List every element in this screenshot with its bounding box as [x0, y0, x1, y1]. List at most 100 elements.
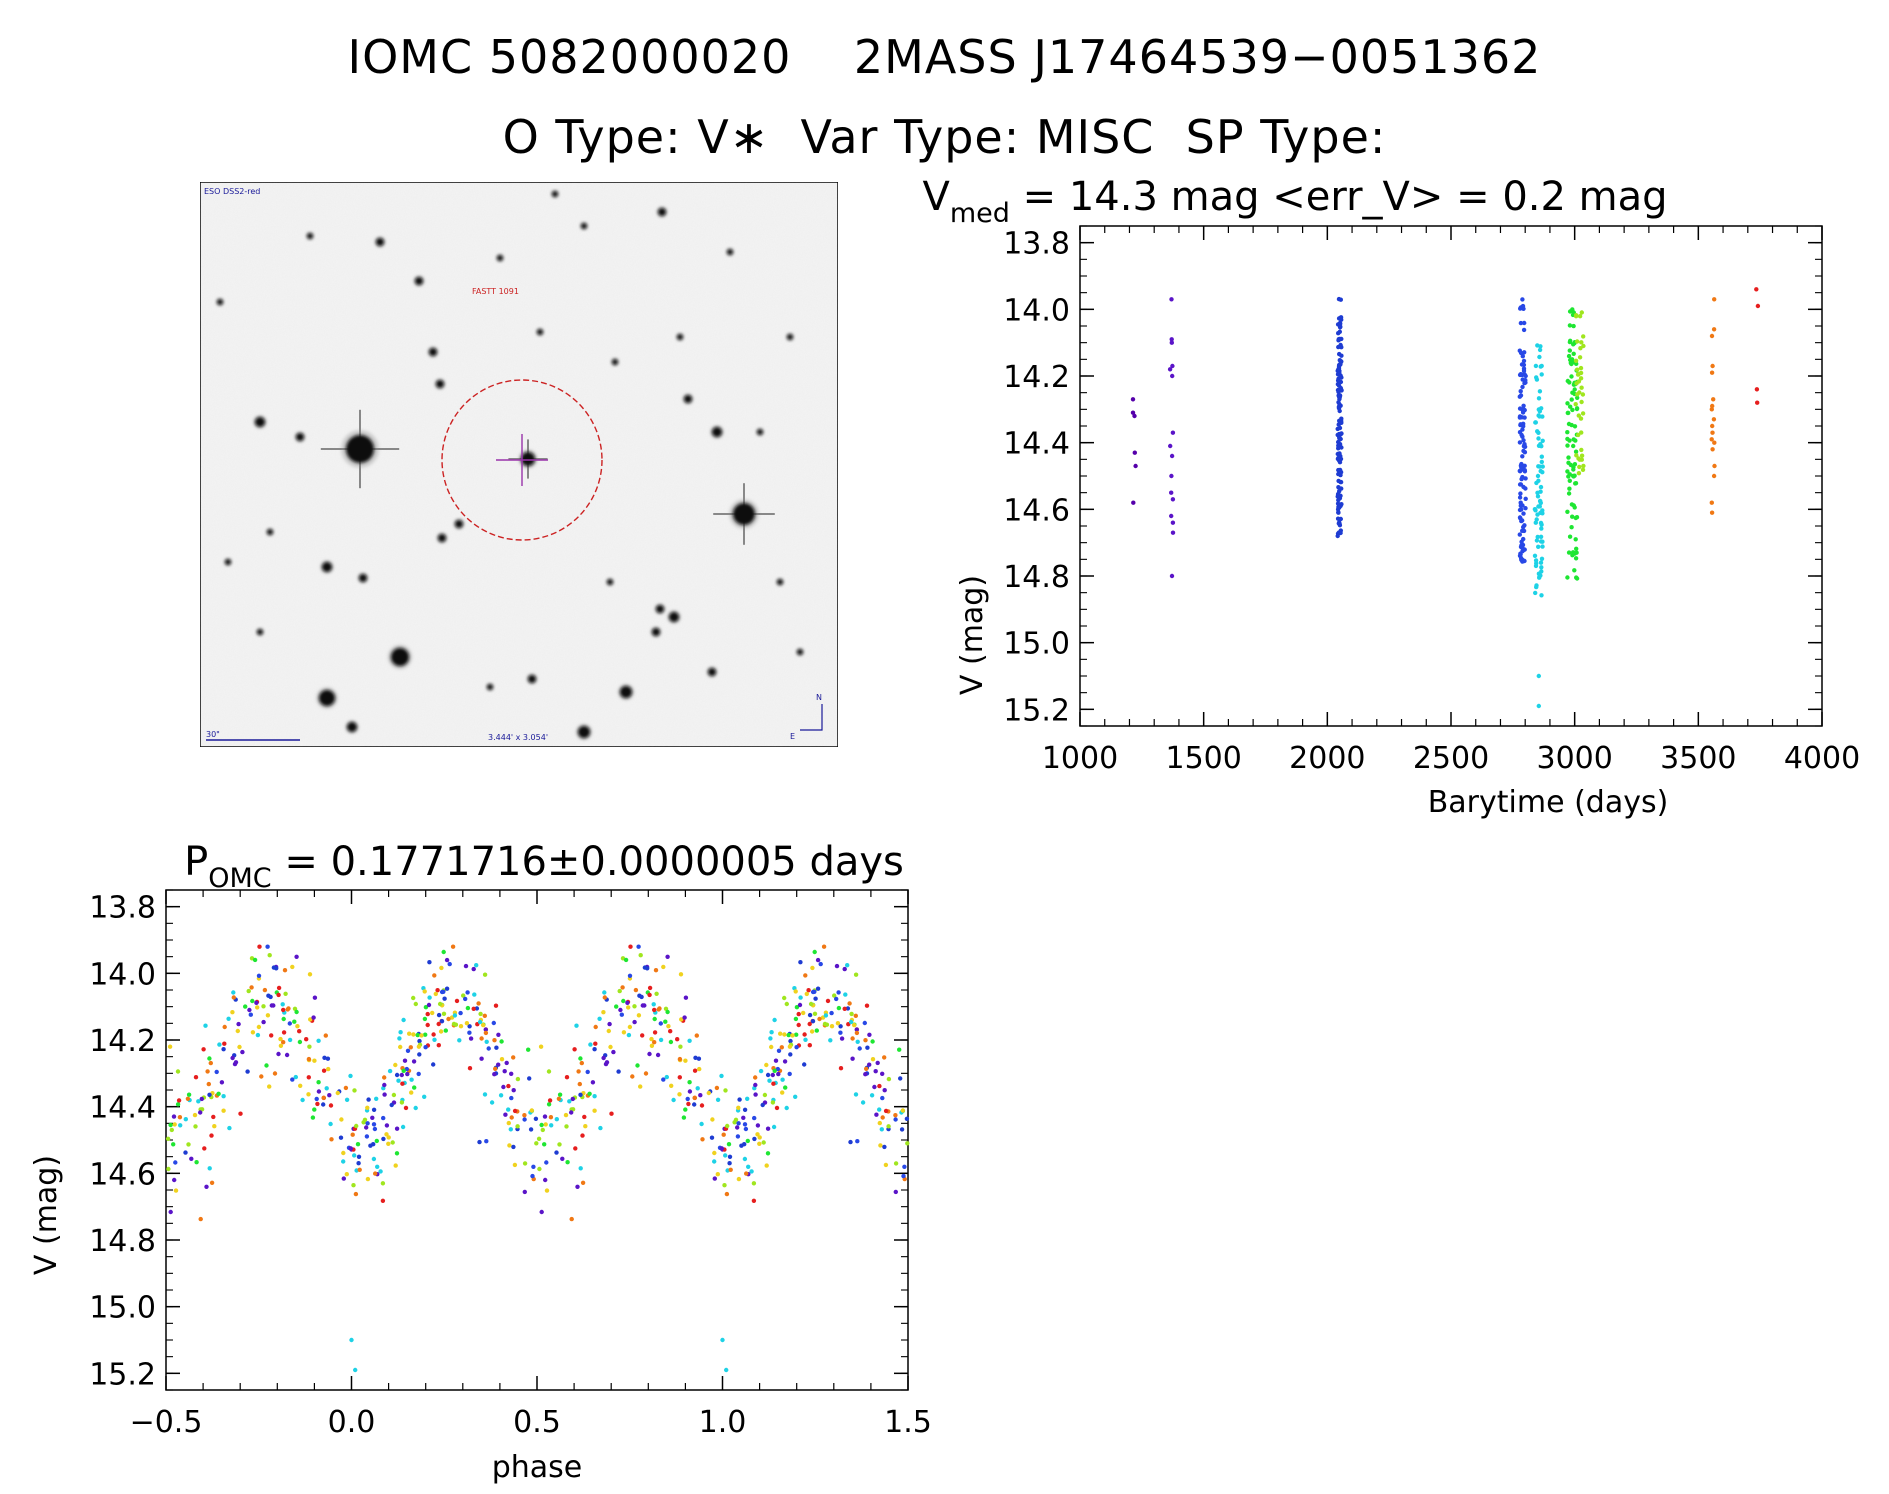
- x-tick-label: −0.5: [130, 1405, 203, 1440]
- data-point: [687, 1089, 693, 1094]
- data-point: [1579, 430, 1584, 435]
- data-point: [737, 1097, 742, 1102]
- data-point: [235, 1028, 240, 1034]
- data-point: [1565, 378, 1571, 384]
- data-point: [362, 1117, 368, 1122]
- data-point: [515, 1076, 521, 1082]
- data-point: [375, 1164, 380, 1169]
- data-point: [807, 1021, 812, 1027]
- data-point: [590, 1080, 596, 1085]
- finder-star: [495, 253, 505, 263]
- data-point: [1170, 530, 1176, 535]
- data-point: [753, 1092, 758, 1097]
- data-point: [1169, 513, 1174, 519]
- data-point: [196, 1099, 201, 1104]
- data-point: [687, 1080, 692, 1085]
- data-point: [772, 1017, 777, 1023]
- data-point: [752, 1115, 757, 1121]
- finder-chart: ESO DSS2-red FASTT 1091 30" 3.444' x 3.0…: [200, 182, 838, 747]
- data-point: [211, 1114, 216, 1120]
- data-point: [522, 1117, 527, 1122]
- data-point: [609, 1111, 614, 1116]
- data-point: [576, 1069, 581, 1074]
- data-point: [355, 1142, 361, 1147]
- data-point: [1539, 565, 1544, 570]
- ph-title: POMC = 0.1771716±0.0000005 days: [184, 839, 904, 894]
- data-point: [886, 1076, 892, 1082]
- data-point: [664, 1074, 669, 1080]
- data-point: [698, 1093, 703, 1098]
- data-point: [572, 1047, 577, 1052]
- data-point: [307, 972, 313, 977]
- data-point: [1523, 506, 1528, 511]
- data-point: [248, 1012, 253, 1017]
- data-point: [776, 1071, 781, 1077]
- data-point: [216, 1091, 221, 1096]
- data-point: [411, 1059, 417, 1064]
- data-point: [499, 1057, 505, 1062]
- data-point: [256, 1024, 262, 1030]
- data-point: [621, 1030, 627, 1035]
- data-point: [647, 992, 652, 998]
- data-point: [845, 1006, 851, 1011]
- data-point: [564, 1124, 569, 1129]
- lc-xlabel: Barytime (days): [1428, 785, 1669, 820]
- data-point: [1712, 440, 1717, 445]
- data-point: [843, 992, 848, 997]
- data-point: [668, 1039, 674, 1045]
- data-point: [877, 1107, 882, 1112]
- data-point: [787, 1071, 792, 1077]
- data-point: [350, 1132, 355, 1137]
- data-point: [1710, 403, 1715, 409]
- data-point: [1538, 534, 1544, 539]
- data-point: [855, 1039, 860, 1044]
- finder-star: [305, 231, 315, 241]
- data-point: [171, 1142, 176, 1147]
- data-point: [869, 1093, 875, 1098]
- data-point: [1570, 407, 1575, 413]
- data-point: [512, 1162, 518, 1168]
- data-point: [803, 1037, 808, 1042]
- data-point: [725, 1123, 730, 1129]
- data-point: [1338, 362, 1343, 367]
- plot-frame: [1079, 225, 1823, 727]
- data-point: [593, 1024, 598, 1030]
- data-point: [1568, 462, 1574, 468]
- data-point: [370, 1115, 375, 1120]
- data-point: [172, 1177, 177, 1183]
- data-point: [1572, 387, 1577, 392]
- data-point: [452, 1013, 458, 1018]
- data-point: [1565, 469, 1570, 474]
- data-point: [484, 1039, 489, 1044]
- data-point: [752, 1136, 757, 1142]
- data-point: [539, 1122, 544, 1128]
- data-point: [393, 1062, 398, 1068]
- data-point: [741, 1115, 746, 1120]
- data-point: [592, 1094, 597, 1099]
- data-point: [810, 989, 816, 995]
- y-tick-label: 14.2: [1003, 360, 1070, 395]
- data-point: [839, 1036, 845, 1041]
- ph-title-rest: = 0.1771716±0.0000005 days: [272, 839, 904, 885]
- data-point: [481, 1022, 486, 1028]
- data-point: [264, 1063, 269, 1068]
- data-point: [457, 1038, 462, 1043]
- data-point: [314, 1096, 319, 1102]
- data-point: [1520, 297, 1525, 302]
- data-point: [415, 1032, 420, 1038]
- data-point: [1571, 443, 1576, 449]
- data-point: [365, 1121, 370, 1126]
- data-point: [339, 1117, 344, 1122]
- data-point: [1569, 357, 1575, 362]
- data-point: [316, 1089, 322, 1094]
- finder-star: [413, 275, 425, 287]
- data-point: [1567, 323, 1573, 328]
- data-point: [692, 1068, 698, 1073]
- data-point: [549, 1123, 554, 1128]
- data-point: [1755, 400, 1760, 405]
- data-point: [864, 1003, 870, 1008]
- data-point: [344, 1097, 350, 1102]
- data-point: [1565, 575, 1570, 580]
- data-point: [1576, 413, 1582, 418]
- data-point: [508, 1127, 513, 1132]
